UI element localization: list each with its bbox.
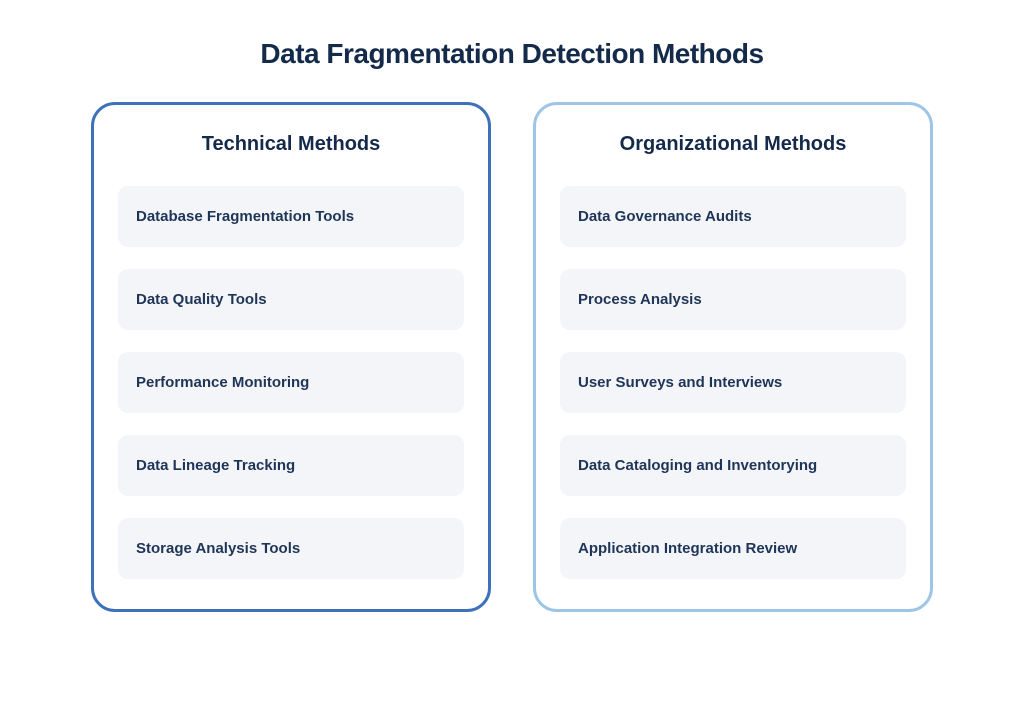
list-item-label: Data Quality Tools	[136, 291, 267, 308]
list-item-label: Performance Monitoring	[136, 374, 309, 391]
list-item-label: Data Governance Audits	[578, 208, 752, 225]
list-item: Data Cataloging and Inventorying	[560, 435, 906, 496]
list-item-label: User Surveys and Interviews	[578, 374, 782, 391]
panel-organizational-list: Data Governance Audits Process Analysis …	[560, 186, 906, 579]
page-title: Data Fragmentation Detection Methods	[0, 38, 1024, 70]
list-item: Data Governance Audits	[560, 186, 906, 247]
panel-technical: Technical Methods Database Fragmentation…	[91, 102, 491, 612]
list-item-label: Application Integration Review	[578, 540, 797, 557]
list-item-label: Data Cataloging and Inventorying	[578, 457, 817, 474]
list-item-label: Database Fragmentation Tools	[136, 208, 354, 225]
panel-technical-list: Database Fragmentation Tools Data Qualit…	[118, 186, 464, 579]
panel-organizational: Organizational Methods Data Governance A…	[533, 102, 933, 612]
list-item-label: Process Analysis	[578, 291, 702, 308]
list-item: Data Lineage Tracking	[118, 435, 464, 496]
panel-organizational-heading: Organizational Methods	[560, 133, 906, 156]
panel-technical-heading: Technical Methods	[118, 133, 464, 156]
list-item: Performance Monitoring	[118, 352, 464, 413]
list-item: Data Quality Tools	[118, 269, 464, 330]
list-item: Process Analysis	[560, 269, 906, 330]
list-item: Database Fragmentation Tools	[118, 186, 464, 247]
list-item-label: Storage Analysis Tools	[136, 540, 300, 557]
list-item: Application Integration Review	[560, 518, 906, 579]
list-item: Storage Analysis Tools	[118, 518, 464, 579]
list-item-label: Data Lineage Tracking	[136, 457, 295, 474]
panels-row: Technical Methods Database Fragmentation…	[0, 102, 1024, 612]
list-item: User Surveys and Interviews	[560, 352, 906, 413]
